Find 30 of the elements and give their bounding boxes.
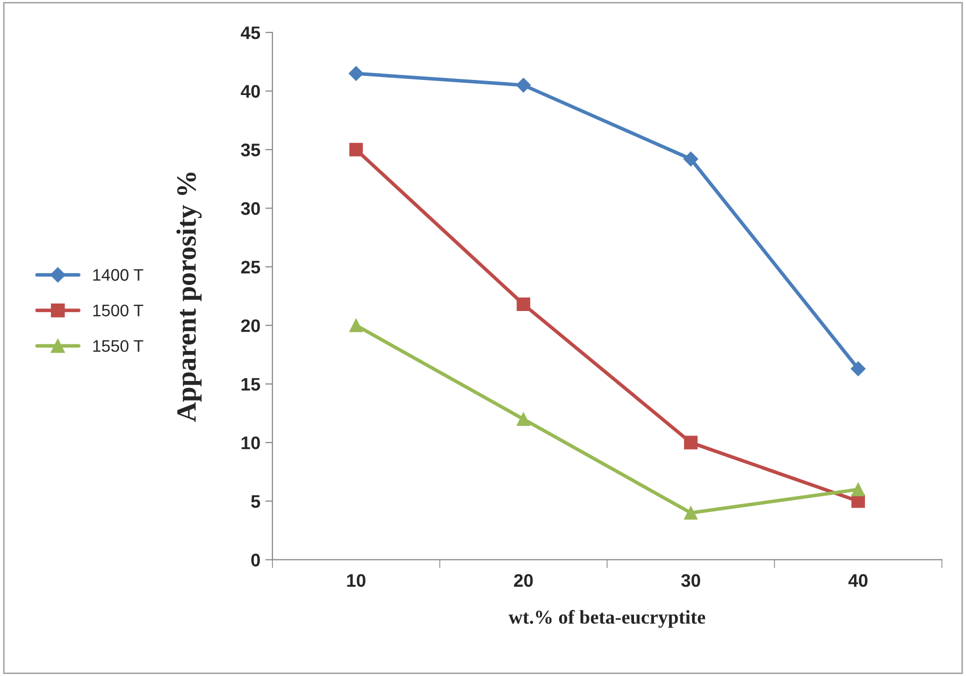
x-tick-label: 30 <box>681 574 700 587</box>
point <box>349 142 363 156</box>
point <box>516 78 531 93</box>
legend-label: 1550 T <box>93 340 144 352</box>
point <box>516 298 530 312</box>
y-tick-label: 5 <box>251 495 260 508</box>
y-tick-label: 45 <box>240 26 260 40</box>
x-tick-label: 10 <box>347 574 366 587</box>
point <box>850 361 866 376</box>
point <box>683 152 698 166</box>
point <box>516 412 530 426</box>
point <box>684 506 698 520</box>
y-tick-label: 35 <box>240 144 260 156</box>
x-tick-label: 20 <box>514 574 533 587</box>
y-axis-title: Apparent porosity % <box>176 172 202 422</box>
y-tick-label: 25 <box>241 260 260 274</box>
y-tick-label: 0 <box>251 554 260 566</box>
y-tick-label: 40 <box>240 84 260 98</box>
legend-label: 1400 T <box>93 269 144 281</box>
point <box>348 66 364 81</box>
x-axis-title: wt.% of beta-eucryptite <box>508 610 706 628</box>
y-tick-label: 30 <box>240 202 260 215</box>
legend-label: 1500 T <box>93 304 144 316</box>
point <box>684 436 698 450</box>
y-tick-label: 10 <box>242 436 260 450</box>
point <box>851 482 865 496</box>
x-tick-label: 40 <box>848 574 868 587</box>
point <box>349 318 363 332</box>
y-tick-label: 20 <box>241 319 260 332</box>
y-tick-label: 15 <box>242 378 260 391</box>
